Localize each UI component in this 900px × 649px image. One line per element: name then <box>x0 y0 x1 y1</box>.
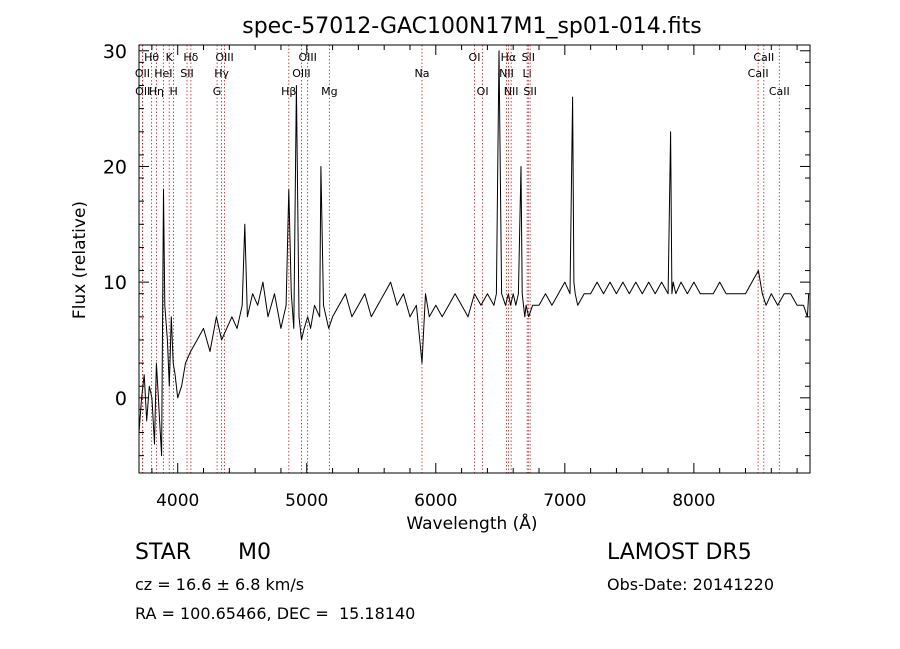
object-subclass: M0 <box>238 540 271 565</box>
chart-title: spec-57012-GAC100N17M1_sp01-014.fits <box>242 14 702 39</box>
coordinates: RA = 100.65466, DEC = 15.18140 <box>135 604 416 623</box>
line-marker-label-21: NII <box>504 85 519 98</box>
line-marker-label-16: Na <box>414 67 429 80</box>
x-tick-label-3: 7000 <box>543 491 586 511</box>
x-axis-label: Wavelength (Å) <box>406 512 537 534</box>
line-marker-label-9: OIII <box>215 51 233 64</box>
y-tick-label-1: 10 <box>103 272 127 294</box>
line-marker-label-15: Mg <box>321 85 337 98</box>
line-marker-label-17: OI <box>469 51 481 64</box>
line-marker-label-27: CaII <box>769 85 790 98</box>
redshift-cz: cz = 16.6 ± 6.8 km/s <box>135 575 305 594</box>
y-tick-label-0: 0 <box>115 388 127 410</box>
line-marker-label-8: Hδ <box>183 51 198 64</box>
x-tick-label-1: 5000 <box>285 491 328 511</box>
line-marker-label-10: Hγ <box>214 67 229 80</box>
line-marker-label-18: OI <box>477 85 489 98</box>
line-marker-label-3: Hη <box>149 85 164 98</box>
line-marker-label-13: OIII <box>292 67 310 80</box>
y-tick-label-3: 30 <box>103 41 127 63</box>
line-marker-label-11: G <box>213 85 222 98</box>
line-marker-label-24: SII <box>523 85 536 98</box>
obs-date: Obs-Date: 20141220 <box>607 575 775 594</box>
line-marker-label-22: SII <box>522 51 535 64</box>
object-class: STAR <box>135 540 192 565</box>
y-axis-label: Flux (relative) <box>70 201 90 319</box>
line-marker-label-14: Hβ <box>281 85 296 98</box>
y-axis: 0 10 20 30 <box>103 41 810 457</box>
x-axis: 4000 5000 6000 7000 8000 <box>151 45 798 511</box>
line-marker-label-6: H <box>169 85 177 98</box>
line-marker-label-12: OIII <box>298 51 316 64</box>
line-marker-label-7: SII <box>180 67 193 80</box>
line-marker-label-20: NII <box>499 67 514 80</box>
x-tick-label-4: 8000 <box>672 491 715 511</box>
x-tick-label-0: 4000 <box>156 491 199 511</box>
survey-name: LAMOST DR5 <box>607 540 752 565</box>
plot-frame <box>138 44 811 474</box>
line-marker-label-4: HeI <box>154 67 172 80</box>
spectrum-series <box>138 50 810 457</box>
line-marker-label-26: CaII <box>748 67 769 80</box>
spectrum-chart: spec-57012-GAC100N17M1_sp01-014.fits Hθ O… <box>70 14 811 534</box>
line-marker-label-5: K <box>166 51 174 64</box>
spectrum-line <box>138 50 810 457</box>
line-marker-label-19: Hα <box>501 51 517 64</box>
x-tick-label-2: 6000 <box>414 491 457 511</box>
line-marker-label-23: Li <box>523 67 532 80</box>
line-marker-label-0: Hθ <box>144 51 159 64</box>
y-tick-label-2: 20 <box>103 156 127 178</box>
line-marker-label-25: CaII <box>753 51 774 64</box>
